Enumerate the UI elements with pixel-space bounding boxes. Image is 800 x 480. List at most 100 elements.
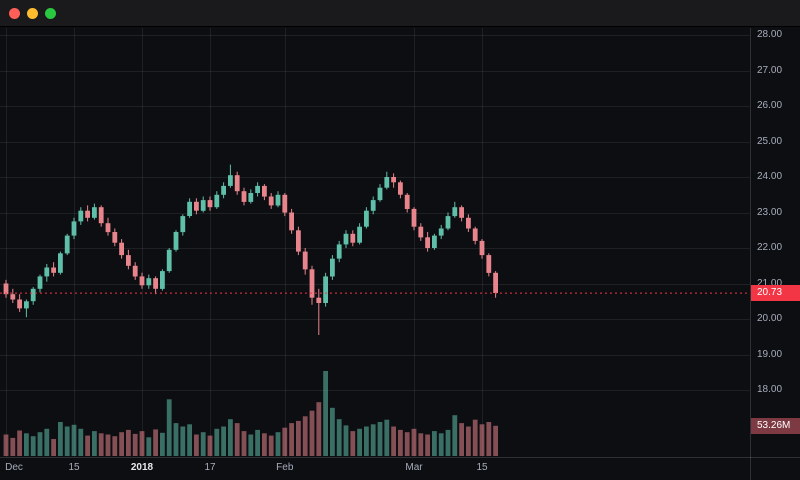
candle-body	[268, 196, 274, 206]
volume-bar	[268, 435, 274, 456]
candle-body	[479, 240, 485, 256]
close-button[interactable]	[9, 7, 20, 19]
candle-body	[398, 182, 403, 195]
candle-body	[228, 175, 233, 186]
candle-body	[146, 278, 152, 286]
volume-bar	[234, 423, 240, 456]
candle-body	[486, 255, 492, 273]
volume-bar	[370, 424, 376, 456]
volume-bar	[44, 428, 50, 456]
volume-bar	[105, 434, 111, 456]
candle-body	[459, 207, 464, 218]
candle-body	[98, 207, 104, 224]
volume-bar	[398, 429, 403, 456]
candle-body	[275, 194, 281, 206]
volume-bar	[92, 431, 97, 456]
candle-body	[262, 185, 267, 197]
volume-bar	[30, 436, 36, 456]
time-scale[interactable]: Dec 15 2018 17 Feb Mar 15	[0, 458, 750, 480]
candle-body	[92, 207, 97, 218]
volume-bar	[64, 426, 70, 456]
volume-bar	[262, 433, 267, 456]
candle-body	[404, 194, 410, 209]
candle-body	[316, 297, 322, 303]
price-tick-label: 20.00	[757, 313, 783, 324]
candle-body	[112, 232, 118, 243]
last-volume-value: 53.26M	[757, 419, 791, 431]
price-scale[interactable]: 28.00 27.00 26.00 25.00 24.00 23.00 22.00 21.00…	[751, 28, 800, 457]
volume-bar	[126, 429, 131, 456]
candle-body	[466, 217, 471, 229]
candle-body	[10, 294, 16, 300]
time-tick-label: Mar	[405, 462, 423, 473]
volume-bar	[289, 423, 294, 456]
volume-bar	[323, 371, 328, 456]
candle-body	[323, 276, 328, 303]
candle-body	[119, 242, 124, 256]
candle-body	[194, 201, 199, 211]
volume-bar	[425, 434, 430, 456]
candle-body	[445, 216, 451, 229]
volume-bar	[445, 429, 451, 456]
candle-body	[425, 237, 430, 248]
candle-body	[44, 267, 50, 277]
candle-body	[472, 228, 478, 241]
candle-body	[85, 210, 90, 218]
minimize-button[interactable]	[27, 7, 38, 19]
volume-bar	[71, 424, 77, 456]
last-price-value: 20.73	[757, 287, 783, 299]
candle-body	[432, 235, 437, 248]
candle-body	[391, 177, 396, 183]
volume-bar	[418, 433, 424, 456]
volume-bar	[493, 425, 498, 456]
time-tick-label: 15	[68, 462, 80, 473]
volume-bar	[486, 422, 492, 456]
volume-bar	[112, 436, 118, 456]
volume-bar	[180, 426, 186, 456]
volume-bar	[10, 437, 16, 456]
volume-bar	[58, 422, 63, 456]
volume-series	[3, 371, 498, 456]
candle-body	[166, 249, 172, 272]
candle-body	[200, 200, 206, 211]
volume-bar	[241, 431, 247, 456]
candle-body	[384, 177, 390, 188]
time-tick-label: Feb	[276, 462, 294, 473]
candle-body	[309, 269, 315, 298]
volume-bar	[173, 423, 179, 456]
volume-bar	[466, 426, 471, 456]
volume-bar	[207, 435, 213, 456]
volume-bar	[248, 434, 254, 456]
volume-bar	[187, 424, 192, 456]
volume-bar	[364, 426, 369, 456]
volume-bar	[214, 428, 220, 456]
volume-bar	[330, 407, 335, 456]
volume-bar	[139, 431, 145, 456]
price-tick-label: 28.00	[757, 29, 783, 40]
time-tick-label: 17	[204, 462, 216, 473]
volume-bar	[411, 428, 417, 456]
volume-bar	[255, 429, 260, 456]
volume-bar	[24, 433, 29, 456]
candle-body	[330, 258, 335, 277]
candle-body	[411, 208, 417, 227]
candle-body	[357, 226, 362, 243]
price-tick-label: 24.00	[757, 171, 783, 182]
volume-bar	[432, 431, 437, 456]
candle-body	[248, 193, 254, 202]
time-tick-label: 2018	[130, 462, 154, 473]
candle-body	[255, 185, 260, 193]
candle-body	[377, 187, 383, 201]
price-tick-label: 23.00	[757, 206, 783, 218]
volume-bar	[459, 423, 464, 456]
maximize-button[interactable]	[45, 7, 56, 19]
titlebar	[0, 0, 800, 27]
volume-bar	[391, 426, 396, 456]
volume-bar	[343, 425, 349, 456]
candle-body	[51, 267, 56, 273]
candle-body	[221, 185, 226, 195]
volume-bar	[132, 433, 138, 456]
volume-bar	[3, 434, 9, 456]
price-tick-label: 27.00	[757, 64, 783, 76]
